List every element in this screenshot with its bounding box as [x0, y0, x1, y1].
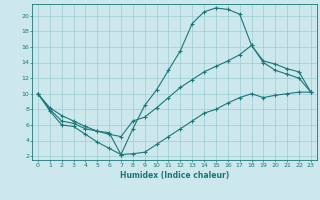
X-axis label: Humidex (Indice chaleur): Humidex (Indice chaleur) — [120, 171, 229, 180]
